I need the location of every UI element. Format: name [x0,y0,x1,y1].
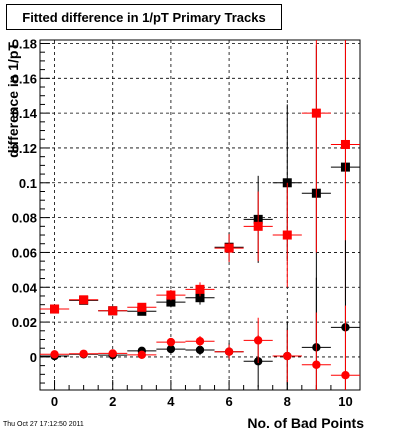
x-tick-label: 6 [225,394,232,409]
data-point-circle [137,350,147,360]
timestamp-footer: Thu Oct 27 17:12:50 2011 [3,421,84,428]
x-tick-label: 2 [109,394,116,409]
data-point-square [282,230,292,240]
y-axis-label: difference in 1/pT [5,42,21,158]
y-tick-label: 0.16 [12,71,37,86]
y-tick-label: 0 [30,350,37,365]
data-point-circle [166,337,176,347]
y-tick-label: 0.1 [19,176,37,191]
data-point-circle [224,347,234,356]
grid [40,40,360,390]
data-point-square [195,284,205,294]
x-tick-label: 4 [167,394,175,409]
data-point-square [137,302,147,312]
data-point-circle [195,337,205,346]
data-point-circle [195,345,205,355]
y-tick-label: 0.02 [12,315,37,330]
x-axis-label: No. of Bad Points [247,415,364,431]
y-tick-label: 0.04 [12,280,38,295]
y-tick-label: 0.18 [12,36,37,51]
data-point-square [79,295,89,305]
data-point-square [108,306,118,316]
plot-area [40,40,360,390]
data-point-square [311,108,321,118]
data-point-square [166,297,176,307]
data-point-square [253,221,263,231]
series-4 [40,305,360,390]
data-point-circle [253,336,263,345]
y-tick-label: 0.08 [12,211,37,226]
data-point-square [224,243,234,253]
chart-title: Fitted difference in 1/pT Primary Tracks [6,4,282,30]
data-point-square [50,304,60,314]
x-tick-label: 0 [51,394,58,409]
data-points [40,40,360,390]
data-point-circle [341,370,350,380]
data-point-circle [166,344,176,354]
x-tick-label: 8 [284,394,291,409]
y-tick-label: 0.12 [12,141,37,156]
series-2 [40,40,360,316]
y-tick-label: 0.06 [12,245,37,260]
data-point-square [166,290,176,300]
data-point-circle [108,349,117,358]
data-point-circle [283,351,292,361]
x-tick-label: 10 [338,394,352,409]
data-point-square [340,139,350,149]
y-tick-label: 0.14 [12,106,38,121]
data-point-circle [79,349,88,358]
data-point-circle [312,360,321,369]
axes: 0 2 4 6 8 10 0 0.02 0.04 0.06 0.08 0.1 0.12 0.14 0.16 0… [12,36,361,409]
data-point-circle [50,350,59,359]
data-point-square [195,293,205,303]
